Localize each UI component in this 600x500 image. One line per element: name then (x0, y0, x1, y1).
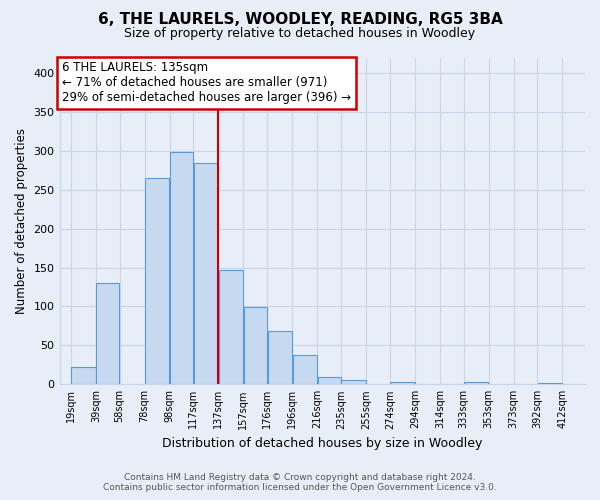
Bar (390, 382, 415, 384)
Bar (71, 367, 95, 384)
Text: Contains HM Land Registry data © Crown copyright and database right 2024.
Contai: Contains HM Land Registry data © Crown c… (103, 473, 497, 492)
Y-axis label: Number of detached properties: Number of detached properties (15, 128, 28, 314)
Bar (341, 380, 366, 384)
Bar (293, 354, 317, 384)
Bar (170, 152, 193, 384)
Bar (464, 382, 488, 384)
Bar (145, 178, 169, 384)
X-axis label: Distribution of detached houses by size in Woodley: Distribution of detached houses by size … (162, 437, 482, 450)
Text: Size of property relative to detached houses in Woodley: Size of property relative to detached ho… (124, 28, 476, 40)
Text: 6, THE LAURELS, WOODLEY, READING, RG5 3BA: 6, THE LAURELS, WOODLEY, READING, RG5 3B… (98, 12, 502, 28)
Bar (317, 376, 341, 384)
Text: 6 THE LAURELS: 135sqm
← 71% of detached houses are smaller (971)
29% of semi-det: 6 THE LAURELS: 135sqm ← 71% of detached … (62, 62, 351, 104)
Bar (219, 270, 243, 384)
Bar (268, 330, 292, 384)
Bar (96, 283, 119, 384)
Bar (538, 382, 562, 384)
Bar (194, 162, 218, 384)
Bar (244, 308, 267, 384)
